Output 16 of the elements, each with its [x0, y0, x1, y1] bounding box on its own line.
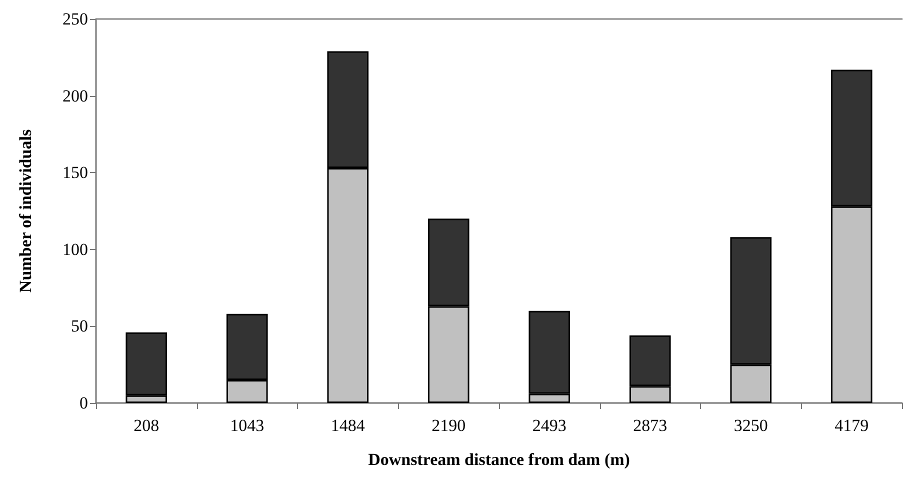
x-tick-label: 1043: [230, 416, 264, 435]
y-axis-title: Number of individuals: [16, 129, 35, 293]
x-tick-label: 208: [134, 416, 160, 435]
x-tick-label: 4179: [834, 416, 869, 435]
x-tick-label: 3250: [734, 416, 768, 435]
y-tick-label: 0: [80, 394, 88, 412]
x-tick-label: 2493: [532, 416, 566, 435]
x-tick-label: 2873: [633, 416, 668, 435]
y-tick-label: 100: [62, 240, 88, 259]
x-tick-label: 1484: [330, 416, 366, 435]
x-axis-title: Downstream distance from dam (m): [368, 450, 630, 469]
y-tick-label: 150: [62, 163, 88, 182]
y-tick-label: 50: [71, 316, 88, 336]
y-tick-label: 250: [62, 10, 88, 28]
x-tick-label: 2190: [432, 416, 466, 435]
y-tick-label: 200: [62, 86, 88, 106]
